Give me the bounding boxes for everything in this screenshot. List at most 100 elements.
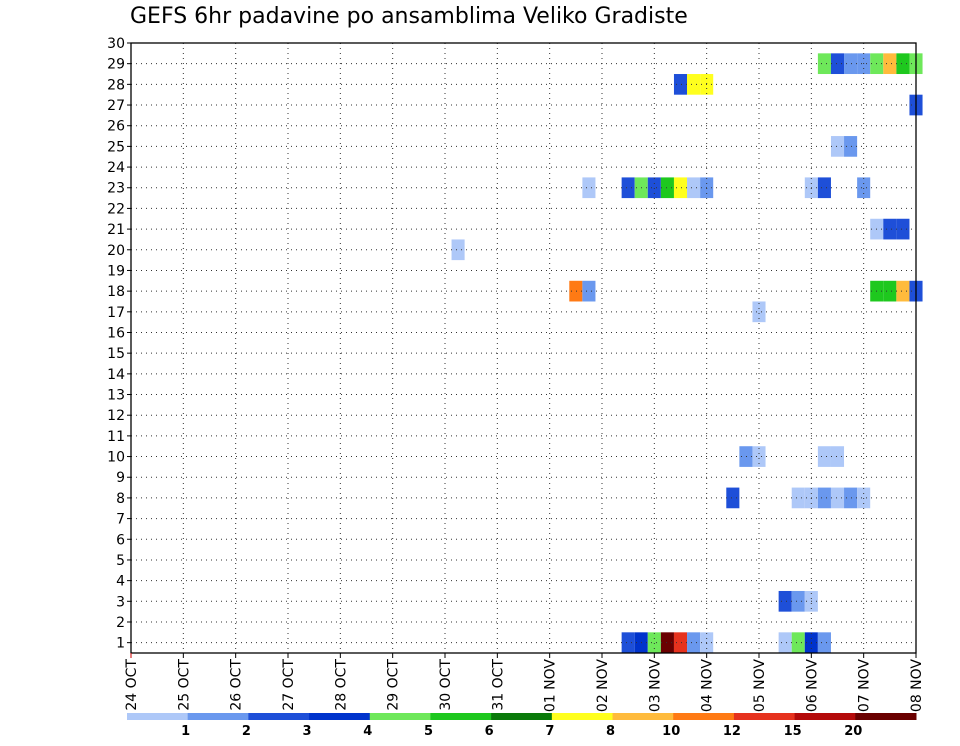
data-cell — [844, 487, 858, 509]
data-cell — [896, 218, 910, 240]
data-cell — [791, 632, 805, 653]
data-cell — [569, 280, 583, 302]
legend-label: 2 — [242, 724, 251, 739]
legend-swatch — [855, 713, 917, 720]
data-cell — [621, 632, 635, 653]
y-tick-label: 13 — [107, 388, 125, 404]
x-tick-label: 02 NOV — [595, 659, 611, 713]
data-cell — [883, 218, 897, 240]
data-cell — [844, 136, 858, 157]
data-cell — [791, 590, 805, 612]
x-tick-label: 31 OCT — [490, 659, 506, 711]
y-tick-label: 10 — [107, 450, 125, 466]
y-tick-label: 27 — [107, 98, 125, 114]
y-tick-label: 5 — [116, 553, 125, 569]
data-cell — [830, 53, 845, 75]
legend-swatch — [187, 713, 249, 720]
x-tick-label: 24 OCT — [124, 659, 140, 711]
data-cell — [582, 280, 596, 302]
data-cell — [687, 74, 701, 95]
legend-swatch — [612, 713, 674, 720]
y-tick-label: 29 — [107, 57, 125, 73]
x-tick-label: 30 OCT — [438, 659, 454, 711]
y-tick-label: 6 — [116, 532, 125, 548]
legend-label: 8 — [606, 724, 615, 739]
data-cell — [673, 632, 688, 653]
plot-area — [131, 43, 916, 653]
data-cell — [647, 632, 661, 653]
data-cell — [883, 53, 897, 75]
y-tick-label: 2 — [116, 615, 125, 631]
data-cell — [830, 136, 845, 157]
x-tick-label: 28 OCT — [333, 659, 349, 711]
y-tick-label: 4 — [116, 574, 125, 590]
y-tick-label: 25 — [107, 139, 125, 155]
y-tick-label: 26 — [107, 119, 125, 135]
data-cell — [817, 487, 831, 509]
x-tick-label: 27 OCT — [281, 659, 297, 711]
data-cell — [817, 446, 831, 467]
legend-label: 10 — [662, 724, 680, 739]
legend-swatch — [369, 713, 431, 720]
data-cell — [857, 177, 871, 199]
data-cell — [726, 487, 740, 509]
x-tick-label: 07 NOV — [857, 659, 873, 713]
data-cell — [883, 280, 897, 302]
x-tick-label: 01 NOV — [543, 659, 559, 713]
y-tick-label: 14 — [107, 367, 125, 383]
data-cell — [687, 177, 701, 199]
y-tick-label: 19 — [107, 263, 125, 279]
data-cell — [817, 177, 831, 199]
legend-label: 12 — [723, 724, 741, 739]
legend-swatch — [794, 713, 856, 720]
data-cell — [451, 239, 465, 261]
data-cell — [817, 53, 831, 75]
x-tick-label: 29 OCT — [386, 659, 402, 711]
x-tick-label: 26 OCT — [229, 659, 245, 711]
y-tick-label: 8 — [116, 491, 125, 507]
data-cell — [778, 632, 792, 653]
chart-title: GEFS 6hr padavine po ansamblima Veliko G… — [130, 4, 688, 29]
legend-swatch — [491, 713, 553, 720]
y-tick-label: 20 — [107, 243, 125, 259]
y-tick-label: 9 — [116, 470, 125, 486]
y-tick-label: 21 — [107, 222, 125, 238]
data-cell — [752, 446, 766, 467]
y-tick-label: 11 — [107, 429, 125, 445]
y-tick-label: 17 — [107, 305, 125, 321]
legend-label: 5 — [424, 724, 433, 739]
legend-label: 20 — [844, 724, 862, 739]
x-tick-label: 03 NOV — [647, 659, 663, 713]
data-cell — [844, 53, 858, 75]
data-cell — [673, 177, 688, 199]
legend-label: 6 — [485, 724, 494, 739]
data-cell — [778, 590, 792, 612]
legend-label: 15 — [784, 724, 802, 739]
data-cell — [896, 280, 910, 302]
data-cell — [621, 177, 635, 199]
y-tick-label: 15 — [107, 346, 125, 362]
y-tick-label: 18 — [107, 284, 125, 300]
y-tick-label: 24 — [107, 160, 125, 176]
legend-swatch — [248, 713, 310, 720]
x-tick-label: 06 NOV — [804, 659, 820, 713]
y-tick-label: 23 — [107, 181, 125, 197]
data-cell — [660, 632, 674, 653]
y-tick-label: 28 — [107, 77, 125, 93]
data-cell — [687, 632, 701, 653]
legend-swatch — [673, 713, 735, 720]
y-tick-label: 16 — [107, 325, 125, 341]
x-tick-label: 08 NOV — [909, 659, 925, 713]
x-tick-label: 05 NOV — [752, 659, 768, 713]
x-tick-label: 25 OCT — [176, 659, 192, 711]
data-cell — [830, 487, 845, 509]
legend-label: 7 — [545, 724, 554, 739]
data-cell — [647, 177, 661, 199]
legend-label: 3 — [303, 724, 312, 739]
y-tick-label: 30 — [107, 36, 125, 52]
y-tick-label: 22 — [107, 201, 125, 217]
data-cell — [739, 446, 753, 467]
data-cell — [752, 301, 766, 323]
